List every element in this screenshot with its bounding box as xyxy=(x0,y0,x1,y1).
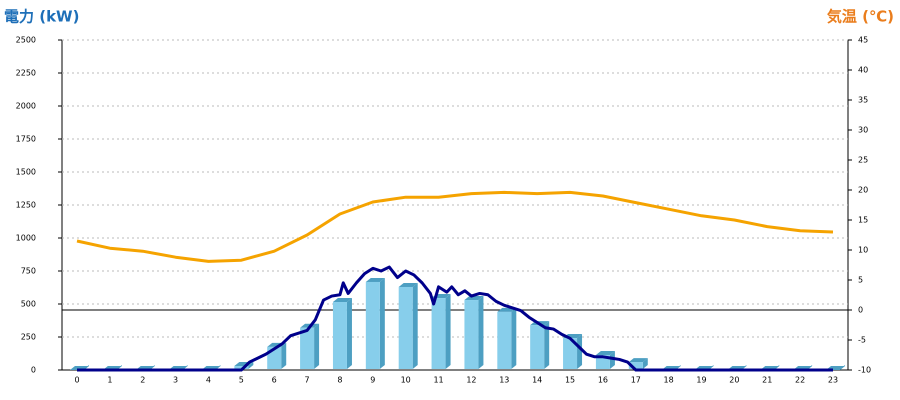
bar-top xyxy=(464,296,484,301)
power-line xyxy=(77,265,833,372)
y-tick-label: 1750 xyxy=(16,135,36,144)
bar-top xyxy=(332,298,352,303)
bar xyxy=(628,362,643,369)
x-tick-label: 11 xyxy=(433,376,443,385)
y-tick-label: 1250 xyxy=(16,201,36,210)
x-tick-label: 7 xyxy=(305,376,310,385)
x-tick-label: 8 xyxy=(337,376,342,385)
y-tick-label: 2500 xyxy=(16,36,36,45)
bar xyxy=(563,338,578,369)
bar-side xyxy=(412,282,418,369)
x-tick-label: 4 xyxy=(206,376,211,385)
x-tick-label: 13 xyxy=(499,376,509,385)
y-tick-label: 2000 xyxy=(16,102,36,111)
y2-axis-title: 気温 (℃) xyxy=(827,8,894,26)
bar xyxy=(300,327,315,369)
y2-tick-label: 15 xyxy=(858,216,868,225)
bar-top xyxy=(628,358,648,363)
x-tick-label: 14 xyxy=(532,376,542,385)
y2-tick-label: 25 xyxy=(858,156,868,165)
bar-side xyxy=(248,362,254,369)
x-tick-label: 16 xyxy=(598,376,608,385)
y-tick-label: 1000 xyxy=(16,234,36,243)
x-tick-label: 15 xyxy=(565,376,575,385)
x-tick-label: 22 xyxy=(795,376,805,385)
y-tick-label: 0 xyxy=(31,366,36,375)
y-axis-title: 電力 (kW) xyxy=(4,8,79,26)
x-tick-label: 19 xyxy=(696,376,706,385)
y2-tick-label: 45 xyxy=(858,36,868,45)
bar-top xyxy=(398,282,418,287)
x-tick-label: 1 xyxy=(107,376,112,385)
y-tick-label: 250 xyxy=(21,333,36,342)
bar-top xyxy=(595,350,615,355)
y-tick-label: 2250 xyxy=(16,69,36,78)
bar-side xyxy=(379,277,385,369)
y-tick-label: 750 xyxy=(21,267,36,276)
bar-side xyxy=(544,321,550,369)
bar xyxy=(398,286,413,369)
x-tick-label: 9 xyxy=(370,376,375,385)
x-tick-label: 20 xyxy=(729,376,739,385)
bar xyxy=(497,311,512,369)
y2-tick-label: -5 xyxy=(858,336,866,345)
y2-tick-label: 40 xyxy=(858,66,868,75)
bar-side xyxy=(478,296,484,369)
y-tick-label: 500 xyxy=(21,300,36,309)
bar-side xyxy=(609,350,615,369)
bar-top xyxy=(365,277,385,282)
bar-side xyxy=(346,298,352,369)
x-tick-label: 18 xyxy=(664,376,674,385)
bar-side xyxy=(281,342,287,369)
x-tick-label: 3 xyxy=(173,376,178,385)
bar xyxy=(234,366,249,369)
temperature-line xyxy=(76,190,834,263)
y2-tick-label: 30 xyxy=(858,126,868,135)
bar-side xyxy=(445,294,451,369)
bar xyxy=(464,300,479,369)
x-tick-label: 6 xyxy=(272,376,277,385)
bar xyxy=(431,298,446,369)
bar xyxy=(530,325,545,369)
bar-side xyxy=(642,358,648,369)
x-tick-label: 5 xyxy=(239,376,244,385)
y2-tick-label: 10 xyxy=(858,246,868,255)
y2-tick-label: 35 xyxy=(858,96,868,105)
bar-side xyxy=(577,334,583,369)
x-tick-label: 21 xyxy=(762,376,772,385)
bar-side xyxy=(511,307,517,369)
bar xyxy=(332,302,347,369)
y2-tick-label: -10 xyxy=(858,366,871,375)
x-tick-label: 2 xyxy=(140,376,145,385)
x-tick-label: 17 xyxy=(631,376,641,385)
y2-tick-label: 5 xyxy=(858,276,863,285)
y2-tick-label: 0 xyxy=(858,306,863,315)
x-tick-label: 0 xyxy=(74,376,79,385)
bar xyxy=(365,281,380,369)
y2-tick-label: 20 xyxy=(858,186,868,195)
x-tick-label: 12 xyxy=(466,376,476,385)
x-tick-label: 10 xyxy=(401,376,411,385)
x-tick-label: 23 xyxy=(828,376,838,385)
bar-side xyxy=(314,323,320,369)
y-tick-label: 1500 xyxy=(16,168,36,177)
